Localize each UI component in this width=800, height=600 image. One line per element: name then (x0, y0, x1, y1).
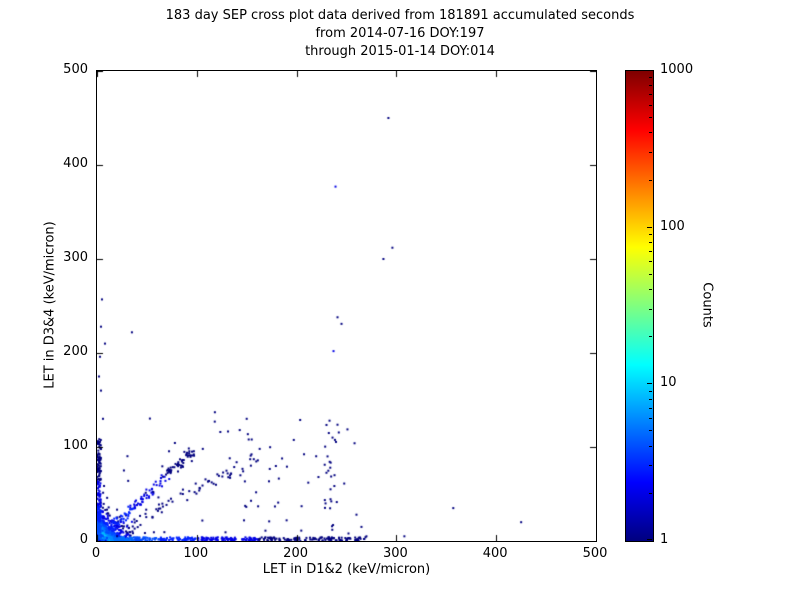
colorbar-minor-tick-mark (649, 407, 652, 409)
colorbar-minor-tick-mark (649, 390, 652, 392)
colorbar-tick-label: 1 (660, 532, 669, 547)
colorbar (625, 70, 654, 542)
colorbar-minor-tick-mark (649, 151, 652, 153)
y-tick-label: 300 (63, 250, 88, 265)
y-axis-label: LET in D3&4 (keV/micron) (42, 221, 58, 389)
colorbar-minor-tick-mark (649, 445, 652, 447)
colorbar-tick-mark (647, 539, 652, 540)
colorbar-minor-tick-mark (649, 430, 652, 432)
y-tick-label: 500 (63, 62, 88, 77)
colorbar-minor-tick-mark (649, 132, 652, 134)
colorbar-minor-tick-mark (649, 289, 652, 290)
colorbar-minor-tick-mark (649, 273, 652, 275)
colorbar-minor-tick-mark (649, 77, 652, 79)
colorbar-tick-label: 1000 (660, 62, 694, 77)
colorbar-tick-label: 100 (660, 218, 685, 234)
colorbar-gradient (626, 71, 653, 541)
chart-title-line-2: from 2014-07-16 DOY:197 (315, 26, 485, 41)
y-tick-label: 0 (79, 532, 88, 547)
x-tick-label: 200 (283, 546, 308, 561)
scatter-canvas (97, 71, 596, 541)
colorbar-minor-tick-mark (649, 104, 652, 106)
chart-title-line-1: 183 day SEP cross plot data derived from… (165, 8, 635, 23)
colorbar-minor-tick-mark (649, 85, 652, 87)
x-tick-label: 100 (183, 546, 209, 561)
colorbar-minor-tick-mark (649, 418, 652, 420)
y-tick-label: 100 (63, 438, 88, 453)
colorbar-tick-mark (647, 226, 652, 228)
x-tick-label: 300 (382, 546, 408, 561)
plot-area (96, 70, 597, 542)
x-tick-label: 400 (482, 546, 508, 561)
colorbar-minor-tick-mark (649, 241, 652, 243)
colorbar-minor-tick-mark (649, 465, 652, 467)
x-tick-label: 0 (91, 546, 101, 561)
colorbar-minor-tick-mark (649, 117, 652, 119)
x-tick-label: 500 (582, 546, 608, 561)
colorbar-minor-tick-mark (649, 398, 652, 400)
colorbar-minor-tick-mark (649, 336, 652, 338)
colorbar-label: Counts (699, 282, 715, 328)
colorbar-tick-label: 10 (660, 375, 677, 391)
colorbar-minor-tick-mark (649, 233, 652, 235)
colorbar-minor-tick-mark (649, 308, 652, 310)
y-tick-label: 200 (63, 344, 88, 359)
chart-title-line-3: through 2015-01-14 DOY:014 (305, 44, 495, 59)
colorbar-minor-tick-mark (649, 261, 652, 263)
colorbar-tick-mark (647, 70, 652, 71)
colorbar-tick-mark (647, 383, 652, 385)
colorbar-minor-tick-mark (649, 250, 652, 252)
x-axis-label: LET in D1&2 (keV/micron) (262, 562, 431, 577)
colorbar-minor-tick-mark (649, 179, 652, 181)
colorbar-minor-tick-mark (649, 492, 652, 494)
colorbar-minor-tick-mark (649, 94, 652, 96)
y-tick-label: 400 (63, 156, 88, 171)
